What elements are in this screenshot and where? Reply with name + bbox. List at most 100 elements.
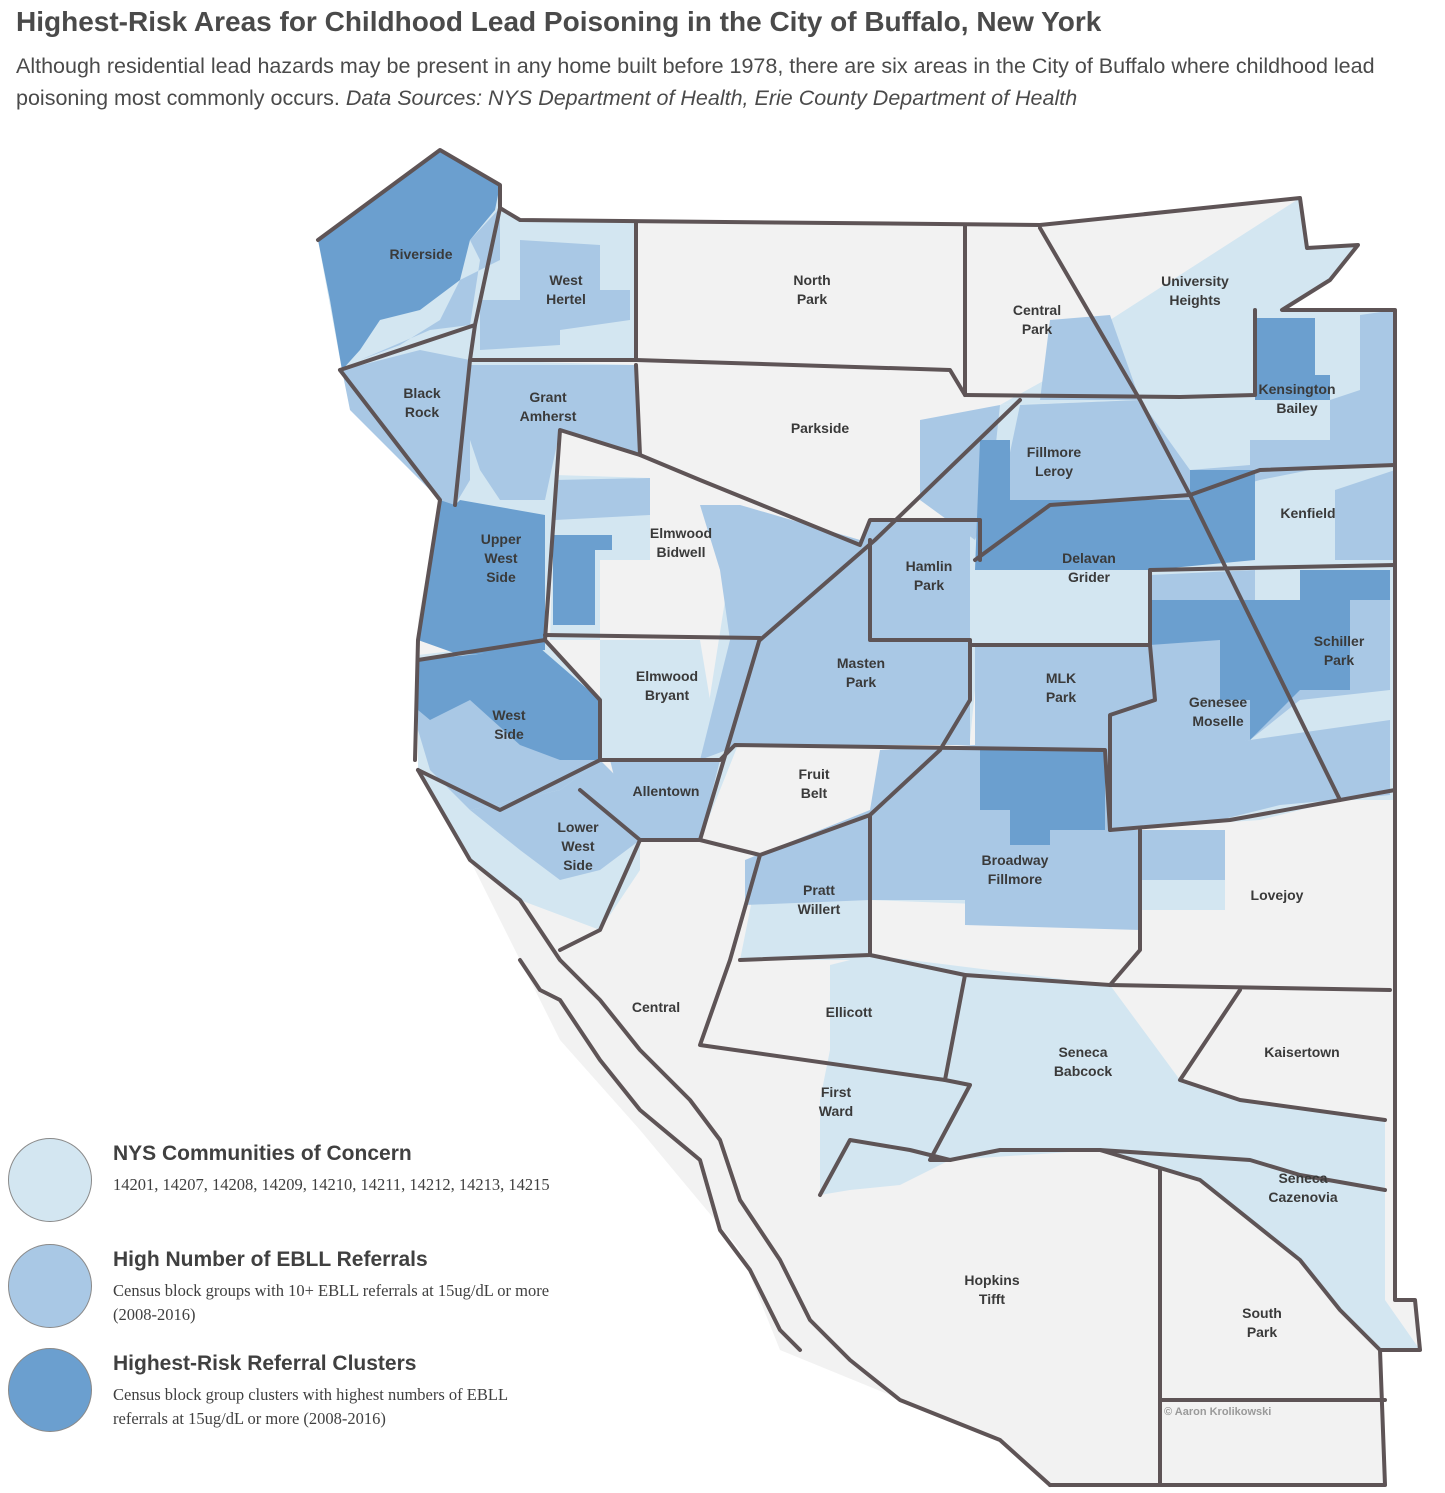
boundary-line (868, 748, 942, 817)
label-line: Ellicott (826, 1004, 873, 1020)
referral-area (470, 365, 640, 500)
legend-desc: Census block group clusters with highest… (113, 1385, 508, 1428)
label-first-ward: First Ward (819, 1084, 853, 1119)
referral-area (555, 478, 650, 520)
legend-item-concern: NYS Communities of Concern 14201, 14207,… (8, 1138, 568, 1238)
label-line: Park (797, 291, 828, 307)
label-line: Park (1324, 652, 1355, 668)
label-line: Lovejoy (1251, 887, 1304, 903)
label-kaisertown: Kaisertown (1264, 1044, 1339, 1060)
referral-area (342, 350, 470, 505)
label-line: Kensington (1259, 381, 1336, 397)
boundary-line (638, 453, 982, 562)
label-delavan-grider: Delavan Grider (1062, 550, 1116, 585)
label-riverside: Riverside (389, 246, 452, 262)
label-line: Schiller (1314, 633, 1365, 649)
label-line: Side (494, 726, 524, 742)
legend-title: NYS Communities of Concern (113, 1142, 412, 1165)
map-credit: © Aaron Krolikowski (1164, 1406, 1272, 1418)
concern-area (600, 640, 710, 760)
cluster-upper-west-side (418, 500, 545, 655)
label-line: West (549, 272, 583, 288)
boundary-line (973, 463, 1397, 562)
label-line: Bailey (1276, 400, 1317, 416)
label-elmwood-bryant: Elmwood Bryant (636, 668, 698, 703)
map-title: Highest-Risk Areas for Childhood Lead Po… (16, 6, 1102, 37)
concern-area (1110, 198, 1358, 400)
label-lovejoy: Lovejoy (1251, 887, 1304, 903)
legend-desc: 14201, 14207, 14208, 14209, 14210, 14211… (113, 1175, 550, 1194)
label-line: Central (632, 999, 680, 1015)
label-line: West (492, 707, 526, 723)
label-hopkins-tifft: Hopkins Tifft (964, 1272, 1019, 1307)
label-line: Park (846, 674, 877, 690)
label-line: Amherst (520, 408, 577, 424)
label-central-park: Central Park (1013, 302, 1061, 337)
label-line: Seneca (1278, 1170, 1327, 1186)
label-black-rock: Black Rock (403, 385, 441, 420)
legend-desc: Census block groups with 10+ EBLL referr… (113, 1281, 550, 1324)
label-mlk-park: MLK Park (1046, 670, 1077, 705)
label-genesee-moselle: Genesee Moselle (1189, 694, 1248, 729)
label-line: Genesee (1189, 694, 1248, 710)
label-seneca-cazenovia: Seneca Cazenovia (1268, 1170, 1337, 1205)
label-university-heights: University Heights (1161, 273, 1229, 308)
label-hamlin-park: Hamlin Park (906, 558, 953, 593)
data-sources: Data Sources: NYS Department of Health, … (345, 86, 1078, 110)
label-line: Hamlin (906, 558, 953, 574)
referral-area (480, 240, 630, 350)
label-line: Seneca (1058, 1044, 1107, 1060)
label-line: Fruit (798, 766, 829, 782)
label-kenfield: Kenfield (1280, 505, 1335, 521)
label-line: Bidwell (656, 544, 705, 560)
label-line: Central (1013, 302, 1061, 318)
waterfront-boundary (818, 1138, 1382, 1352)
label-ellicott: Ellicott (826, 1004, 873, 1020)
label-schiller-park: Schiller Park (1314, 633, 1365, 668)
label-line: Park (914, 577, 945, 593)
referral-area (1040, 315, 1140, 400)
legend-item-clusters: Highest-Risk Referral Clusters Census bl… (8, 1348, 568, 1448)
label-line: Ward (819, 1103, 853, 1119)
boundary-line (868, 953, 967, 977)
label-line: Park (1022, 321, 1053, 337)
label-fillmore-leroy: Fillmore Leroy (1027, 444, 1082, 479)
label-broadway-fillmore: Broadway Fillmore (982, 852, 1049, 887)
label-line: Moselle (1192, 713, 1244, 729)
label-west-hertel: West Hertel (546, 272, 586, 307)
label-line: South (1242, 1305, 1282, 1321)
label-masten-park: Masten Park (837, 655, 885, 690)
boundary-line (416, 638, 602, 812)
label-west-side: West Side (492, 707, 526, 742)
subtitle-text: Although residential lead hazards may be… (16, 54, 1375, 110)
label-line: Bryant (645, 687, 690, 703)
legend-item-referrals: High Number of EBLL Referrals Census blo… (8, 1244, 568, 1344)
cluster-riverside (318, 150, 500, 370)
cluster-upper-west-side-b (553, 535, 612, 625)
cluster-kensington-bailey (1255, 318, 1330, 400)
referral-area (975, 645, 1150, 745)
label-line: Side (486, 569, 516, 585)
label-seneca-babcock: Seneca Babcock (1054, 1044, 1113, 1079)
label-line: Elmwood (650, 525, 712, 541)
boundary-line (1098, 1148, 1387, 1192)
referral-area (700, 505, 970, 760)
cluster-west-side (418, 648, 600, 760)
label-line: Masten (837, 655, 885, 671)
label-line: West (561, 838, 595, 854)
referral-area (470, 760, 640, 880)
label-line: West (484, 550, 518, 566)
label-line: Riverside (389, 246, 452, 262)
boundary-line (543, 363, 642, 642)
legend-title: High Number of EBLL Referrals (113, 1248, 428, 1271)
cluster-broadway-fillmore (980, 750, 1105, 845)
boundary-line (868, 538, 972, 752)
label-line: Hopkins (964, 1272, 1019, 1288)
neighborhood-boundaries (316, 148, 1422, 1487)
label-south-park: South Park (1242, 1305, 1282, 1340)
boundary-line (1108, 643, 1397, 832)
label-line: Black (403, 385, 441, 401)
label-parkside: Parkside (791, 420, 850, 436)
boundary-line (968, 563, 1397, 647)
referral-area (360, 208, 500, 360)
